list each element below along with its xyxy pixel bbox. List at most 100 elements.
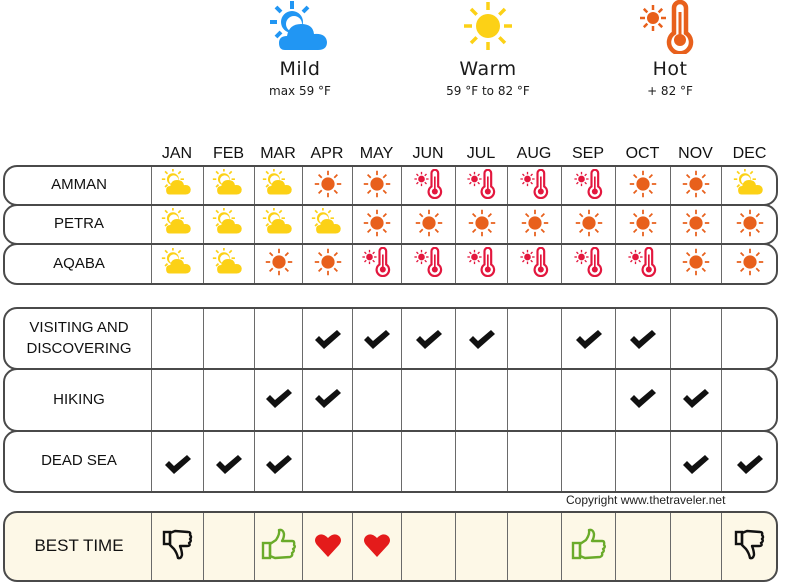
cell-jun (401, 513, 455, 580)
thumbs-up-icon (571, 528, 607, 566)
cell-jul (455, 206, 507, 243)
cell-oct (615, 513, 670, 580)
check-icon (628, 329, 658, 355)
check-icon (313, 329, 343, 355)
sun-icon (313, 169, 343, 203)
month-jun: JUN (412, 145, 444, 162)
month-oct: OCT (625, 145, 660, 162)
weather-row-aqaba: AQABA (3, 243, 778, 285)
heart-icon (363, 532, 391, 562)
sun-cloud-icon (268, 0, 332, 58)
check-icon (414, 329, 444, 355)
cell-mar (254, 206, 302, 243)
city-label: PETRA (53, 215, 104, 233)
sun-thermometer-icon (638, 0, 702, 58)
cell-jun (401, 206, 455, 243)
sun-cloud-icon (212, 207, 246, 241)
cell-sep (561, 370, 615, 430)
cell-sep (561, 513, 615, 580)
cell-jul (455, 167, 507, 204)
activity-label-line: VISITING AND (29, 319, 129, 337)
cell-may (352, 245, 401, 283)
cell-jul (455, 370, 507, 430)
cell-dec (721, 206, 776, 243)
activity-row-hiking: HIKING (3, 368, 778, 432)
cell-aug (507, 167, 561, 204)
cell-sep (561, 206, 615, 243)
cell-aug (507, 432, 561, 491)
sun-icon (313, 247, 343, 281)
cell-jul (455, 432, 507, 491)
sun-cloud-icon (161, 207, 195, 241)
legend-mild: Mild max 59 °F (215, 0, 385, 110)
cell-nov (670, 167, 721, 204)
check-icon (735, 454, 765, 480)
activity-label-line: DEAD SEA (41, 452, 117, 470)
cell-may (352, 167, 401, 204)
month-may: MAY (359, 145, 394, 162)
cell-dec (721, 432, 776, 491)
cell-jun (401, 432, 455, 491)
cell-oct (615, 432, 670, 491)
sun-cloud-icon (161, 246, 195, 281)
month-jul: JUL (466, 145, 496, 162)
cell-apr (302, 370, 352, 430)
cell-dec (721, 370, 776, 430)
cell-feb (203, 206, 254, 243)
thumbs-up-icon (261, 528, 297, 566)
sun-cloud-icon (262, 207, 296, 241)
cell-sep (561, 309, 615, 368)
weather-row-petra: PETRA (3, 204, 778, 245)
heart-icon (314, 532, 342, 562)
legend-hot: Hot + 82 °F (585, 0, 755, 110)
cell-feb (203, 513, 254, 580)
cell-dec (721, 309, 776, 368)
sun-thermometer-icon (573, 168, 604, 203)
sun-cloud-icon (311, 207, 345, 241)
sun-cloud-icon (733, 168, 767, 202)
cell-jun (401, 245, 455, 283)
cell-sep (561, 167, 615, 204)
cell-may (352, 309, 401, 368)
month-dec: DEC (732, 145, 767, 162)
cell-jun (401, 167, 455, 204)
cell-feb (203, 432, 254, 491)
cell-oct (615, 167, 670, 204)
cell-feb (203, 167, 254, 204)
cell-jul (455, 513, 507, 580)
cell-sep (561, 245, 615, 283)
weather-row-amman: AMMAN (3, 165, 778, 206)
sun-cloud-icon (161, 168, 195, 202)
cell-jan (151, 309, 203, 368)
check-icon (628, 388, 658, 414)
check-icon (214, 454, 244, 480)
cell-apr (302, 513, 352, 580)
activity-row-visiting-and-discovering: VISITING AND DISCOVERING (3, 307, 778, 370)
sun-thermometer-icon (519, 246, 550, 281)
sun-thermometer-icon (362, 246, 392, 281)
check-icon (163, 454, 193, 480)
cell-aug (507, 245, 561, 283)
cell-jul (455, 245, 507, 283)
cell-apr (302, 206, 352, 243)
cell-feb (203, 309, 254, 368)
month-jan: JAN (161, 145, 193, 162)
check-icon (574, 329, 604, 355)
cell-dec (721, 167, 776, 204)
sun-cloud-icon (212, 246, 246, 281)
month-feb: FEB (212, 145, 245, 162)
activity-label: VISITING AND DISCOVERING (5, 309, 153, 368)
legend-warm: Warm 59 °F to 82 °F (403, 0, 573, 110)
check-icon (264, 388, 294, 414)
cell-oct (615, 206, 670, 243)
sun-icon (735, 247, 765, 281)
cell-jan (151, 167, 203, 204)
cell-mar (254, 513, 302, 580)
legend-range: + 82 °F (647, 84, 693, 98)
cell-oct (615, 370, 670, 430)
cell-may (352, 370, 401, 430)
cell-nov (670, 206, 721, 243)
month-mar: MAR (260, 145, 296, 162)
thumbs-down-icon (734, 529, 766, 565)
cell-apr (302, 167, 352, 204)
